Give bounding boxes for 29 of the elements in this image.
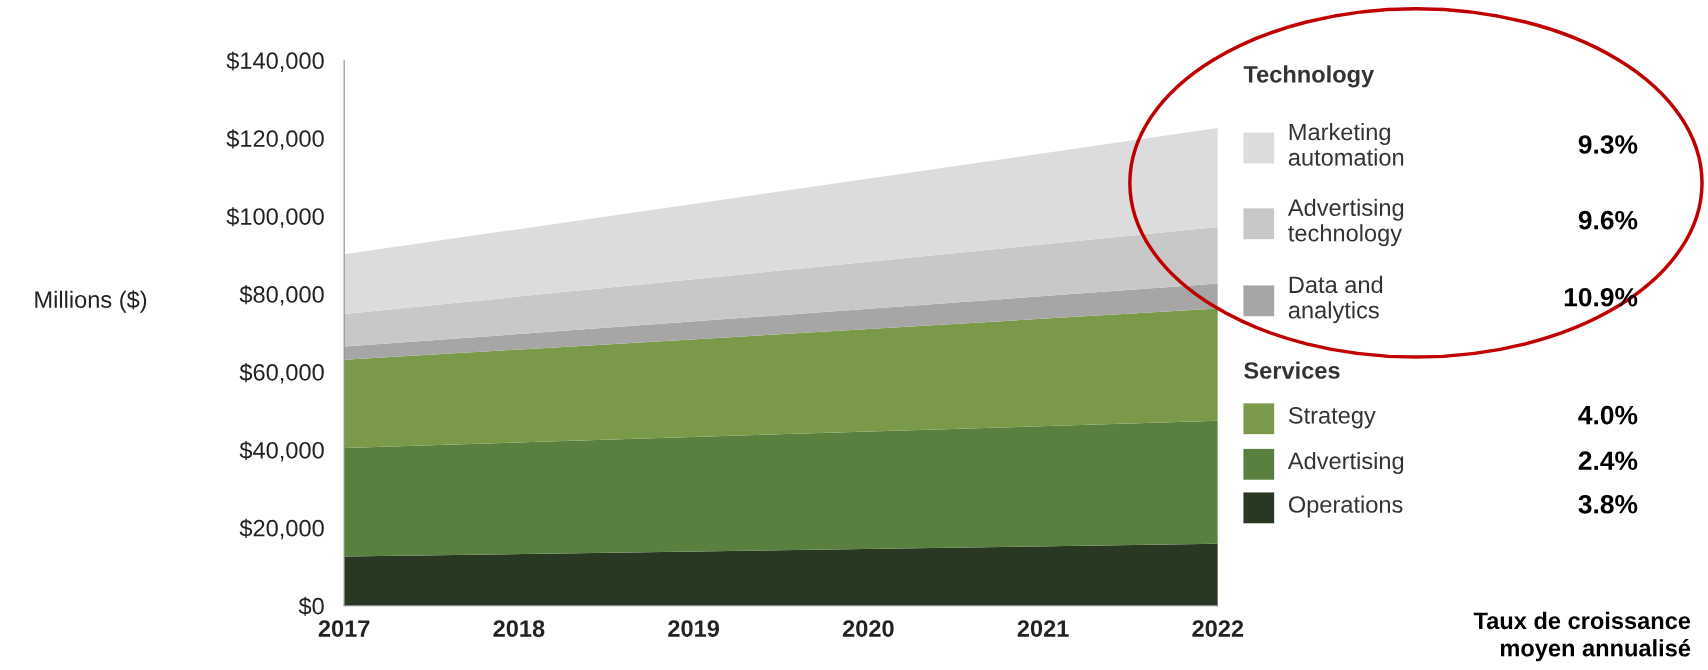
x-tick-label: 2022 <box>1192 620 1244 637</box>
x-tick-label: 2020 <box>842 620 894 637</box>
legend-label: Strategy <box>1288 407 1376 429</box>
y-tick-label: $40,000 <box>239 440 324 462</box>
y-tick-label: $0 <box>298 596 324 616</box>
y-tick-label: $140,000 <box>226 51 324 72</box>
x-tick-label: 2018 <box>493 620 545 637</box>
x-tick-label: 2021 <box>1017 620 1069 637</box>
x-tick-label: 2017 <box>318 620 370 637</box>
y-axis-title: Millions ($) <box>35 290 147 313</box>
legend-label: Data and analytics <box>1288 275 1383 324</box>
text: 2.4% <box>1578 451 1638 470</box>
y-tick-label: $20,000 <box>239 518 324 540</box>
text: 4.0% <box>1578 405 1638 425</box>
text: Services <box>1244 361 1340 379</box>
y-tick-label: $60,000 <box>239 363 324 384</box>
y-tick-label: $80,000 <box>239 285 324 306</box>
text: 9.6% <box>1578 210 1638 230</box>
x-tick-label: 2019 <box>668 620 720 637</box>
legend-label: Operations <box>1288 495 1403 518</box>
y-tick-label: $120,000 <box>226 129 324 150</box>
text: Taux de croissance moyen annualisé <box>1473 611 1691 662</box>
legend-label: Advertising technology <box>1287 198 1404 247</box>
y-tick-label: $100,000 <box>226 207 324 228</box>
legend-label: Marketing automation <box>1288 123 1404 166</box>
legend-label: Advertising <box>1287 451 1404 474</box>
text: Technology <box>1243 65 1375 88</box>
text: 3.8% <box>1578 494 1638 514</box>
text: 9.3% <box>1578 135 1638 154</box>
